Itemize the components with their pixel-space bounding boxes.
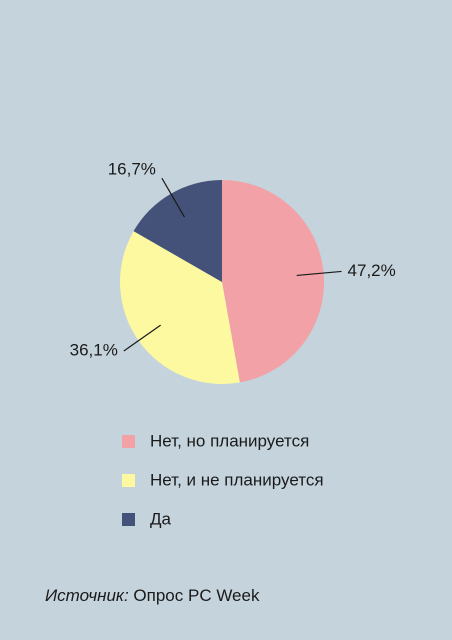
pie-slice (120, 231, 240, 384)
source: Источник: Опрос PC Week (45, 586, 260, 605)
pie-slice (133, 180, 222, 282)
source-text: Опрос PC Week (133, 586, 260, 605)
legend-label: Да (150, 509, 172, 528)
data-label: 47,2% (348, 261, 396, 280)
legend-label: Нет, но планируется (150, 431, 309, 450)
legend-swatch (122, 435, 135, 448)
legend-swatch (122, 513, 135, 526)
pie-slice (222, 180, 325, 383)
source-label: Источник: (45, 586, 129, 605)
legend-label: Нет, и не планируется (150, 470, 324, 489)
legend-swatch (122, 474, 135, 487)
leader-line (161, 177, 185, 218)
data-label: 16,7% (108, 160, 156, 179)
data-label: 36,1% (70, 340, 118, 359)
leader-line (296, 270, 342, 277)
leader-line (123, 324, 161, 352)
